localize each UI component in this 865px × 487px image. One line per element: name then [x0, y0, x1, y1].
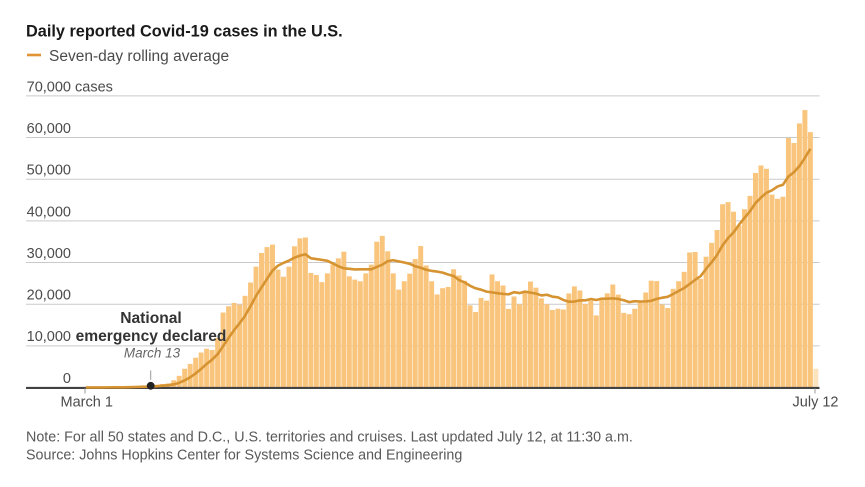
- svg-text:National: National: [120, 310, 182, 327]
- svg-text:30,000: 30,000: [27, 246, 71, 262]
- svg-text:Seven-day rolling average: Seven-day rolling average: [49, 48, 229, 65]
- svg-text:40,000: 40,000: [27, 204, 71, 220]
- svg-text:70,000: 70,000: [27, 79, 71, 95]
- svg-text:March 1: March 1: [61, 395, 113, 411]
- svg-text:Note: For all 50 states and D.: Note: For all 50 states and D.C., U.S. t…: [26, 430, 633, 446]
- svg-text:July 12: July 12: [793, 395, 839, 411]
- svg-text:20,000: 20,000: [27, 288, 71, 304]
- svg-text:emergency declared: emergency declared: [76, 328, 227, 345]
- svg-text:60,000: 60,000: [27, 121, 71, 137]
- svg-text:50,000: 50,000: [27, 163, 71, 179]
- svg-text:March 13: March 13: [124, 346, 181, 361]
- svg-text:Source: Johns Hopkins Center f: Source: Johns Hopkins Center for Systems…: [26, 448, 462, 464]
- svg-text:0: 0: [63, 371, 71, 387]
- svg-text:Daily reported Covid-19 cases: Daily reported Covid-19 cases in the U.S…: [26, 22, 343, 40]
- svg-text:10,000: 10,000: [27, 329, 71, 345]
- svg-text:cases: cases: [71, 79, 113, 95]
